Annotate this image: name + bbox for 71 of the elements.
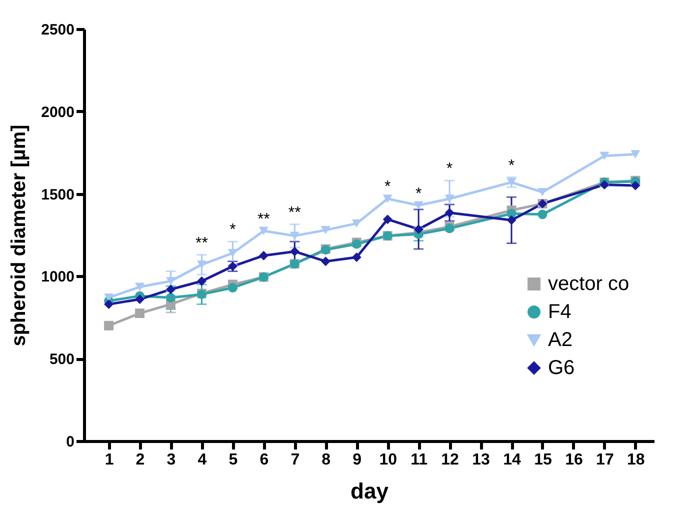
y-tick-label: 500 bbox=[49, 351, 74, 368]
x-tick-label: 7 bbox=[290, 452, 300, 468]
y-axis-title: spheroid diameter [µm] bbox=[8, 124, 30, 346]
point bbox=[166, 277, 176, 286]
x-tick-label: 15 bbox=[534, 452, 552, 468]
x-axis-title: day bbox=[350, 478, 390, 504]
x-tick-label: 12 bbox=[441, 452, 460, 468]
point bbox=[258, 226, 268, 235]
y-tick-label: 0 bbox=[66, 434, 74, 450]
point bbox=[414, 201, 424, 210]
point bbox=[166, 284, 176, 294]
point bbox=[444, 194, 454, 203]
point bbox=[320, 226, 330, 234]
point bbox=[600, 152, 610, 160]
point bbox=[196, 260, 206, 269]
y-tick-label: 2500 bbox=[41, 22, 74, 38]
point bbox=[382, 194, 392, 203]
point bbox=[538, 188, 548, 196]
annotation: ** bbox=[257, 210, 270, 228]
x-tick-label: 9 bbox=[352, 452, 362, 468]
x-tick-label: 14 bbox=[503, 452, 521, 468]
point bbox=[290, 232, 300, 240]
point bbox=[630, 180, 640, 190]
annotation: ** bbox=[195, 234, 208, 252]
x-tick-label: 18 bbox=[627, 452, 645, 468]
y-tick-label: 2000 bbox=[41, 104, 74, 121]
y-tick-label: 1000 bbox=[41, 268, 74, 286]
point bbox=[166, 292, 176, 302]
point bbox=[228, 249, 238, 258]
point bbox=[506, 215, 516, 225]
point bbox=[444, 208, 454, 218]
legend-label: F4 bbox=[548, 301, 572, 323]
x-tick-label: 3 bbox=[166, 452, 176, 468]
point bbox=[538, 210, 548, 220]
x-tick-label: 11 bbox=[410, 452, 428, 468]
point bbox=[104, 299, 114, 309]
x-tick-label: 10 bbox=[379, 452, 398, 468]
point bbox=[630, 150, 640, 158]
point bbox=[104, 294, 114, 302]
annotation: * bbox=[508, 157, 515, 174]
x-tick-label: 8 bbox=[322, 452, 331, 468]
legend-label: G6 bbox=[548, 357, 575, 379]
point bbox=[196, 276, 206, 286]
x-tick-label: 13 bbox=[472, 452, 490, 468]
x-tick-label: 16 bbox=[565, 452, 583, 468]
legend-label: A2 bbox=[548, 329, 572, 351]
point bbox=[228, 283, 238, 292]
annotation: * bbox=[415, 185, 422, 202]
point bbox=[382, 214, 392, 224]
x-tick-label: 4 bbox=[198, 452, 207, 468]
x-tick-label: 2 bbox=[136, 452, 145, 468]
x-tick-label: 17 bbox=[596, 452, 614, 468]
annotation: * bbox=[230, 222, 236, 239]
point bbox=[414, 224, 424, 234]
point bbox=[352, 252, 362, 262]
point bbox=[104, 320, 114, 330]
x-tick-label: 1 bbox=[104, 452, 114, 468]
point bbox=[352, 219, 362, 228]
legend-label: vector co bbox=[548, 273, 630, 295]
annotation: ** bbox=[288, 204, 301, 222]
x-tick-label: 6 bbox=[260, 452, 269, 468]
point bbox=[135, 282, 145, 292]
annotation: * bbox=[384, 178, 391, 196]
point bbox=[290, 246, 300, 256]
point bbox=[135, 308, 145, 318]
point bbox=[135, 294, 145, 304]
annotation: * bbox=[446, 160, 453, 178]
y-tick-label: 1500 bbox=[41, 186, 74, 204]
x-tick-label: 5 bbox=[228, 452, 238, 468]
point bbox=[320, 256, 330, 266]
point bbox=[258, 250, 268, 260]
